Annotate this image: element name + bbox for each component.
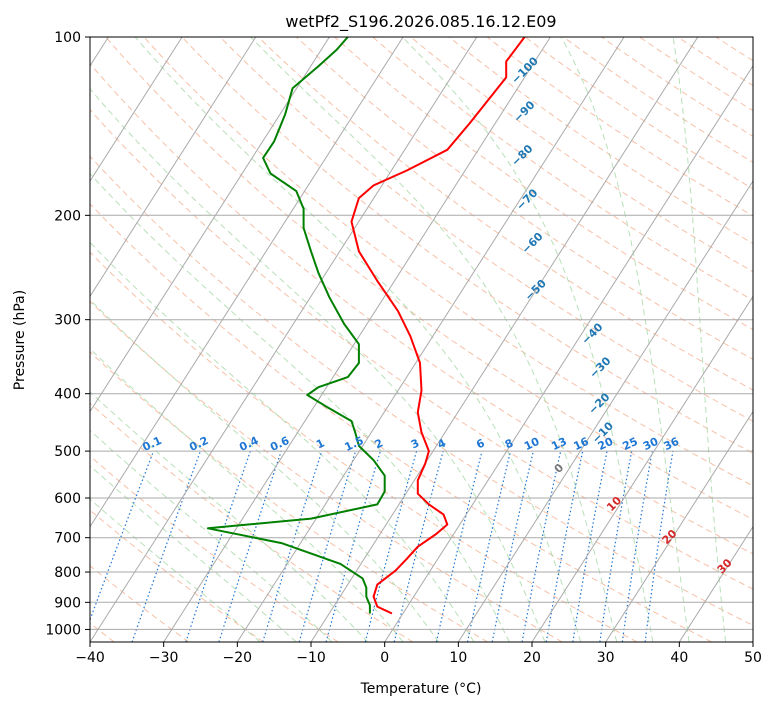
plot-frame xyxy=(89,36,754,643)
moist-adiabat-line xyxy=(249,37,618,642)
mixing-ratio-label: 25 xyxy=(621,435,640,453)
x-tick-label: −20 xyxy=(223,650,253,666)
dewpoint-profile xyxy=(206,37,386,614)
mixing-ratio-line xyxy=(185,450,251,642)
moist-adiabat-line xyxy=(90,391,369,642)
isotherm-line xyxy=(678,525,753,642)
x-tick-label: 50 xyxy=(744,650,762,666)
mixing-ratio-line xyxy=(644,451,674,642)
isotherm-line xyxy=(310,37,699,642)
mixing-ratio-label: 36 xyxy=(662,435,682,453)
x-tick-label: 30 xyxy=(597,650,615,666)
dry-adiabat-line xyxy=(105,37,753,521)
y-tick-label: 900 xyxy=(54,595,81,611)
x-tick-label: 10 xyxy=(449,650,467,666)
x-tick-label: 0 xyxy=(380,650,389,666)
y-tick-label: 200 xyxy=(54,208,81,224)
moist-adiabat-line xyxy=(90,88,546,642)
moist-adiabat-line xyxy=(90,498,261,642)
y-axis-label: Pressure (hPa) xyxy=(12,290,28,390)
dry-adiabat-line xyxy=(90,155,753,627)
mixing-ratio-label: 20 xyxy=(596,435,616,453)
x-tick-label: −30 xyxy=(149,650,179,666)
isotherm-line xyxy=(90,37,257,298)
temperature-profile xyxy=(350,37,526,615)
y-tick-label: 500 xyxy=(54,444,81,460)
isotherm-line xyxy=(236,37,625,642)
dry-adiabat-line xyxy=(90,402,414,642)
y-tick-label: 400 xyxy=(54,387,81,403)
isotherm-line xyxy=(90,37,404,528)
moist-adiabat-line xyxy=(134,37,582,642)
x-tick-label: 20 xyxy=(523,650,541,666)
moist-adiabat-line xyxy=(90,348,404,642)
moist-adiabat-line xyxy=(90,429,333,642)
x-tick-label: −10 xyxy=(296,650,326,666)
y-tick-label: 1000 xyxy=(45,622,81,638)
moist-adiabat-line xyxy=(90,465,297,642)
mixing-ratio-line xyxy=(364,450,418,642)
isotherm-line xyxy=(90,37,183,182)
dry-adiabat-line xyxy=(90,108,753,590)
y-tick-label: 100 xyxy=(54,30,81,46)
dry-adiabat-line xyxy=(90,351,488,642)
mixing-ratio-line xyxy=(262,450,323,642)
x-tick-label: 40 xyxy=(670,650,688,666)
mixing-ratio-label: 16 xyxy=(572,435,592,453)
mixing-ratio-line xyxy=(298,450,357,642)
mixing-ratio-label: 13 xyxy=(549,435,568,453)
y-tick-label: 800 xyxy=(54,565,81,581)
mixing-ratio-label: 30 xyxy=(641,435,661,453)
isotherm-line xyxy=(90,37,330,413)
isotherm-line xyxy=(384,64,753,642)
y-tick-label: 600 xyxy=(54,491,81,507)
dry-adiabat-line xyxy=(90,509,264,642)
dry-adiabat-line xyxy=(295,37,753,361)
dry-adiabat-line xyxy=(90,565,190,642)
x-tick-label: −40 xyxy=(75,650,105,666)
isotherm-line xyxy=(90,37,478,642)
x-axis-label: Temperature (°C) xyxy=(360,681,482,697)
mixing-ratio-line xyxy=(325,450,381,642)
isotherm-line xyxy=(163,37,551,642)
isotherm-line xyxy=(531,295,753,642)
moist-adiabat-line xyxy=(90,172,510,642)
mixing-ratio-line xyxy=(218,450,282,642)
dry-adiabat-line xyxy=(143,37,753,487)
moist-adiabat-line xyxy=(401,37,654,642)
isotherm-line xyxy=(457,180,753,642)
y-tick-label: 700 xyxy=(54,531,81,547)
chart-title: wetPf2_S196.2026.085.16.12.E09 xyxy=(285,12,556,32)
isotherm-line xyxy=(605,410,753,642)
moist-adiabat-line xyxy=(90,299,439,642)
dry-adiabat-line xyxy=(257,37,753,391)
moist-adiabat-line xyxy=(672,37,727,642)
mixing-ratio-line xyxy=(621,450,653,642)
mixing-ratio-line xyxy=(466,450,512,642)
dry-adiabat-line xyxy=(90,455,339,642)
dry-adiabat-line xyxy=(90,300,563,642)
dry-adiabat-line xyxy=(90,251,638,642)
mixing-ratio-line xyxy=(435,450,483,642)
y-tick-label: 300 xyxy=(54,313,81,329)
mixing-ratio-label: 10 xyxy=(522,435,542,453)
dry-adiabat-line xyxy=(90,62,753,555)
moist-adiabat-line xyxy=(560,37,690,642)
dry-adiabat-line xyxy=(90,203,712,642)
